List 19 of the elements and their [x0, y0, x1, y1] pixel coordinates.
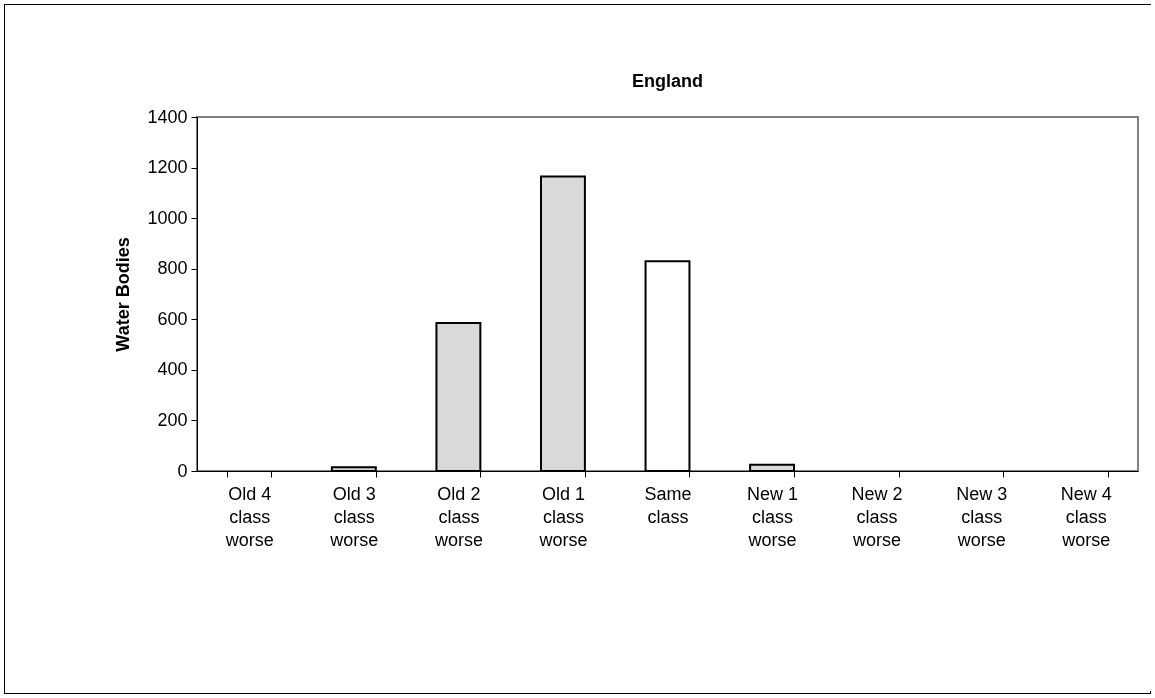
y-tick-label: 1200	[147, 157, 188, 178]
x-tick-label: New 1 class worse	[747, 483, 799, 550]
y-tick-label: 1400	[147, 106, 188, 127]
y-axis-title: Water Bodies	[113, 237, 134, 352]
x-tick-label: New 2 class worse	[851, 483, 903, 550]
y-tick-label: 400	[157, 359, 188, 380]
x-tick-label: New 4 class worse	[1060, 483, 1112, 550]
y-tick-label: 0	[177, 460, 188, 481]
x-tick-label: New 3 class worse	[956, 483, 1008, 550]
y-tick-label: 600	[157, 308, 188, 329]
y-tick-label: 1000	[147, 207, 188, 228]
x-tick-label: Old 1 class worse	[538, 483, 588, 550]
y-tick-label: 200	[157, 409, 188, 430]
x-tick-label: Old 2 class worse	[433, 483, 483, 550]
x-tick-label: Old 4 class worse	[224, 483, 274, 550]
y-tick-label: 800	[157, 258, 188, 279]
x-tick-label: Same class	[644, 483, 692, 527]
chart-title: England	[632, 71, 703, 91]
x-tick-label: Old 3 class worse	[329, 483, 379, 550]
